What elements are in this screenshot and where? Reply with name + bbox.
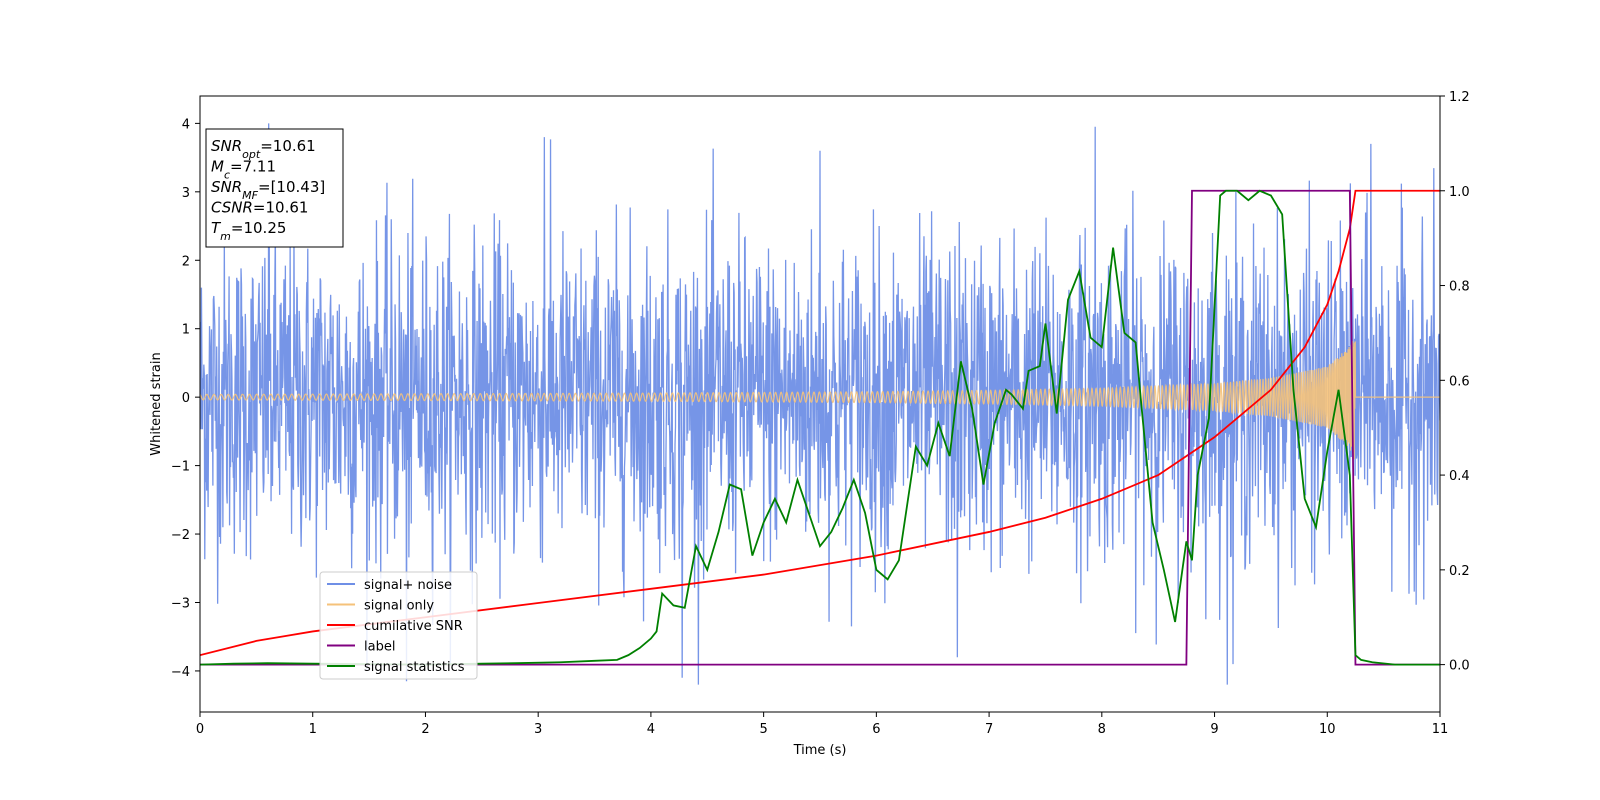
info-value: =7.11 (230, 158, 276, 176)
y-tick-label: −3 (171, 596, 190, 611)
info-subscript: m (220, 230, 231, 243)
info-subscript: MF (242, 189, 258, 202)
x-tick-label: 8 (1098, 722, 1106, 737)
legend-frame (319, 571, 478, 680)
y-axis-right: 0.0 0.2 0.4 0.6 0.8 1.0 1.2 (1440, 90, 1470, 674)
legend-label: signal+ noise (364, 578, 452, 593)
info-box-frame (205, 128, 344, 248)
info-value: =[10.43] (258, 178, 325, 196)
info-subscript: c (224, 168, 230, 181)
y2-tick-label: 1.0 (1449, 185, 1470, 200)
x-axis-label: Time (s) (793, 743, 847, 758)
info-subscript: opt (242, 148, 261, 161)
y-tick-label: 4 (182, 117, 190, 132)
x-tick-label: 0 (196, 722, 204, 737)
x-tick-label: 2 (421, 722, 429, 737)
series-label-line (200, 189, 1440, 666)
x-tick-label: 5 (759, 722, 767, 737)
series-signal-noise-line (200, 123, 1440, 685)
info-variable: T (211, 219, 222, 237)
y2-tick-label: 0.6 (1449, 374, 1470, 389)
info-variable: SNR (211, 178, 242, 196)
legend-label: label (364, 640, 395, 655)
info-line: SNRopt=10.61 (211, 137, 316, 161)
info-line: CSNR=10.61 (211, 199, 308, 217)
y-tick-label: 0 (182, 391, 190, 406)
legend: signal+ noise signal only cumilative SNR la… (319, 571, 478, 680)
x-tick-label: 7 (985, 722, 993, 737)
info-value: =10.25 (231, 219, 287, 237)
info-variable: M (211, 158, 224, 176)
y-tick-label: 3 (182, 186, 190, 201)
info-variable: SNR (211, 137, 242, 155)
legend-label: cumilative SNR (364, 619, 463, 634)
y2-tick-label: 0.8 (1449, 280, 1470, 295)
y2-tick-label: 0.0 (1449, 659, 1470, 674)
x-tick-label: 3 (534, 722, 542, 737)
y-axis-left: −4 −3 −2 −1 0 1 2 3 4 (171, 117, 200, 680)
y2-tick-label: 0.4 (1449, 469, 1470, 484)
y-tick-label: 2 (182, 254, 190, 269)
info-line: Tm=10.25 (211, 219, 286, 243)
info-value: =10.61 (253, 199, 309, 217)
y2-tick-label: 1.2 (1449, 90, 1470, 105)
plot-frame (199, 95, 1441, 713)
y-tick-label: 1 (182, 323, 190, 338)
series-signal-only-line (200, 341, 1440, 460)
x-tick-label: 6 (872, 722, 880, 737)
info-line: Mc=7.11 (211, 158, 276, 182)
info-line: SNRMF=[10.43] (211, 178, 325, 202)
y-tick-label: −2 (171, 528, 190, 543)
x-axis: 0 1 2 3 4 5 6 7 8 9 10 11 (196, 712, 1448, 737)
y-tick-label: −4 (171, 665, 190, 680)
x-tick-label: 9 (1210, 722, 1218, 737)
x-tick-label: 10 (1319, 722, 1336, 737)
x-tick-label: 1 (309, 722, 317, 737)
x-tick-label: 4 (647, 722, 655, 737)
info-box: SNRopt=10.61Mc=7.11SNRMF=[10.43]CSNR=10.… (205, 128, 344, 248)
legend-label: signal only (364, 599, 434, 614)
info-value: =10.61 (260, 137, 316, 155)
series-layer (200, 123, 1440, 685)
y2-tick-label: 0.2 (1449, 564, 1470, 579)
info-variable: CSNR (211, 199, 253, 217)
y-tick-label: −1 (171, 460, 190, 475)
y-axis-label: Whitened strain (149, 352, 164, 455)
legend-label: signal statistics (364, 660, 465, 675)
series-signal-statistics-line (200, 189, 1440, 666)
x-tick-label: 11 (1432, 722, 1449, 737)
